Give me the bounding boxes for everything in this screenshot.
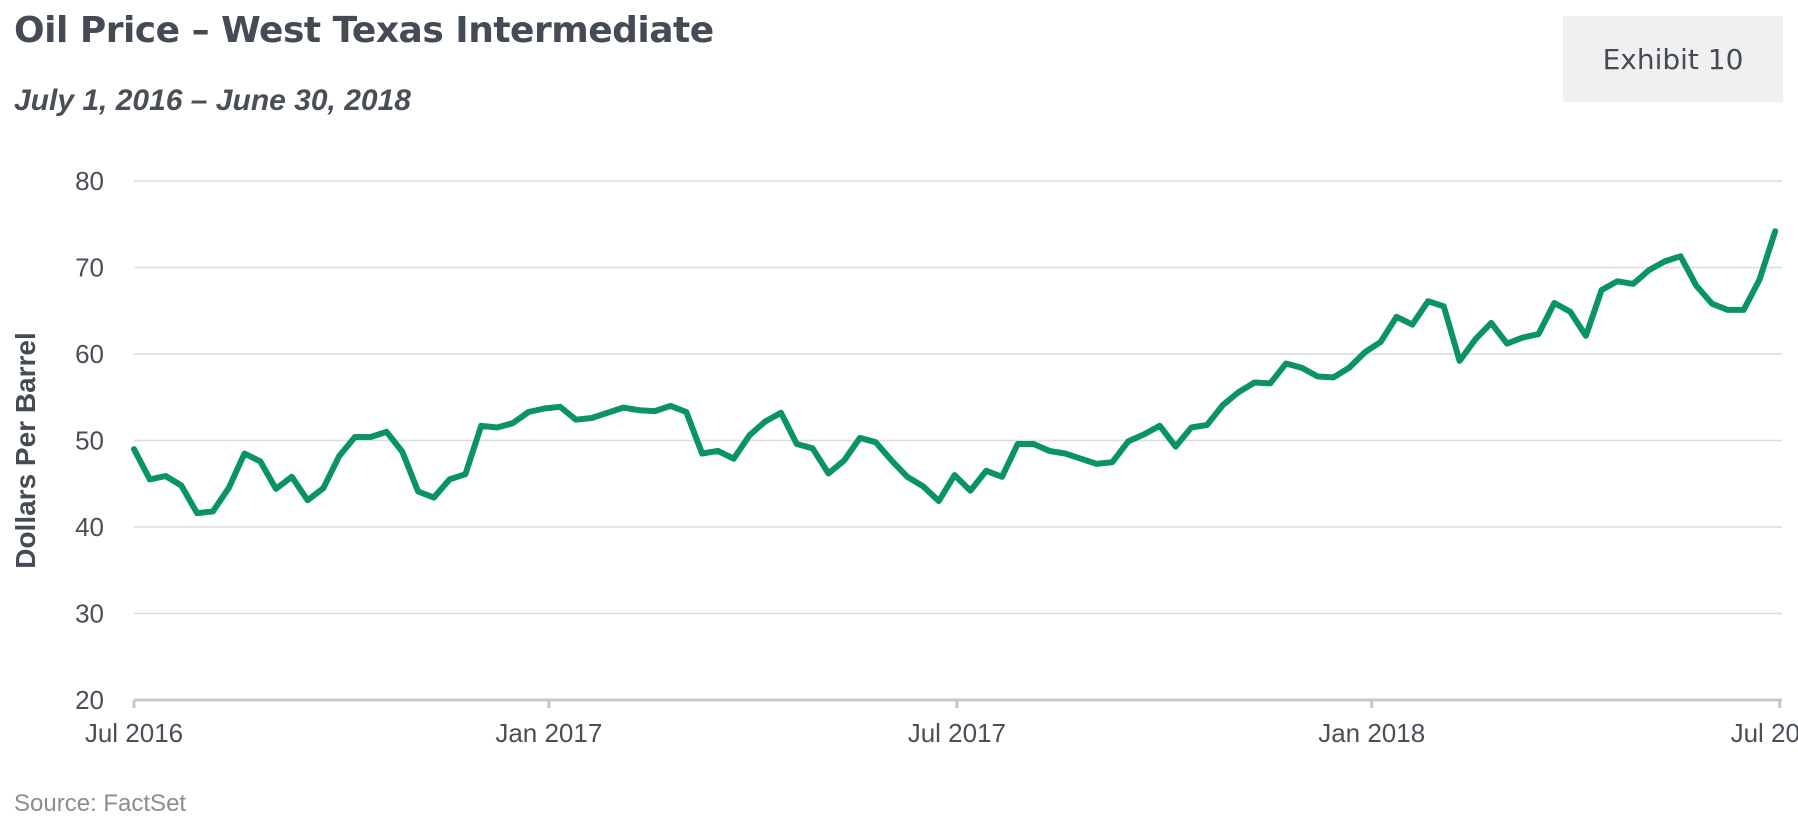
x-tick-label: Jul 2018 [1731,718,1798,748]
y-tick-label: 50 [75,426,104,456]
x-tick-label: Jul 2017 [908,718,1006,748]
y-tick-label: 40 [75,512,104,542]
y-axis-label: Dollars Per Barrel [10,332,41,569]
series-group [131,228,1779,517]
y-tick-label: 80 [75,166,104,196]
gridlines [134,180,1782,615]
y-tick-label: 30 [75,599,104,629]
x-tick-label: Jul 2016 [85,718,183,748]
x-tick-label: Jan 2018 [1318,718,1425,748]
x-axis: Jul 2016 Jan 2017 Jul 2017 Jan 2018 Jul 2018 [85,698,1798,748]
exhibit-label: Exhibit 10 [1602,42,1744,76]
y-tick-label: 70 [75,253,104,283]
x-tick-label: Jan 2017 [495,718,602,748]
y-tick-label: 20 [75,685,104,715]
series-line [131,228,1779,517]
chart-subtitle: July 1, 2016 – June 30, 2018 [14,84,411,117]
source-note: Source: FactSet [14,790,187,817]
y-axis: 20 30 40 50 60 70 80 [75,166,104,715]
exhibit-badge: Exhibit 10 [1563,16,1783,102]
chart-title: Oil Price – West Texas Intermediate [14,10,714,51]
y-tick-label: 60 [75,339,104,369]
